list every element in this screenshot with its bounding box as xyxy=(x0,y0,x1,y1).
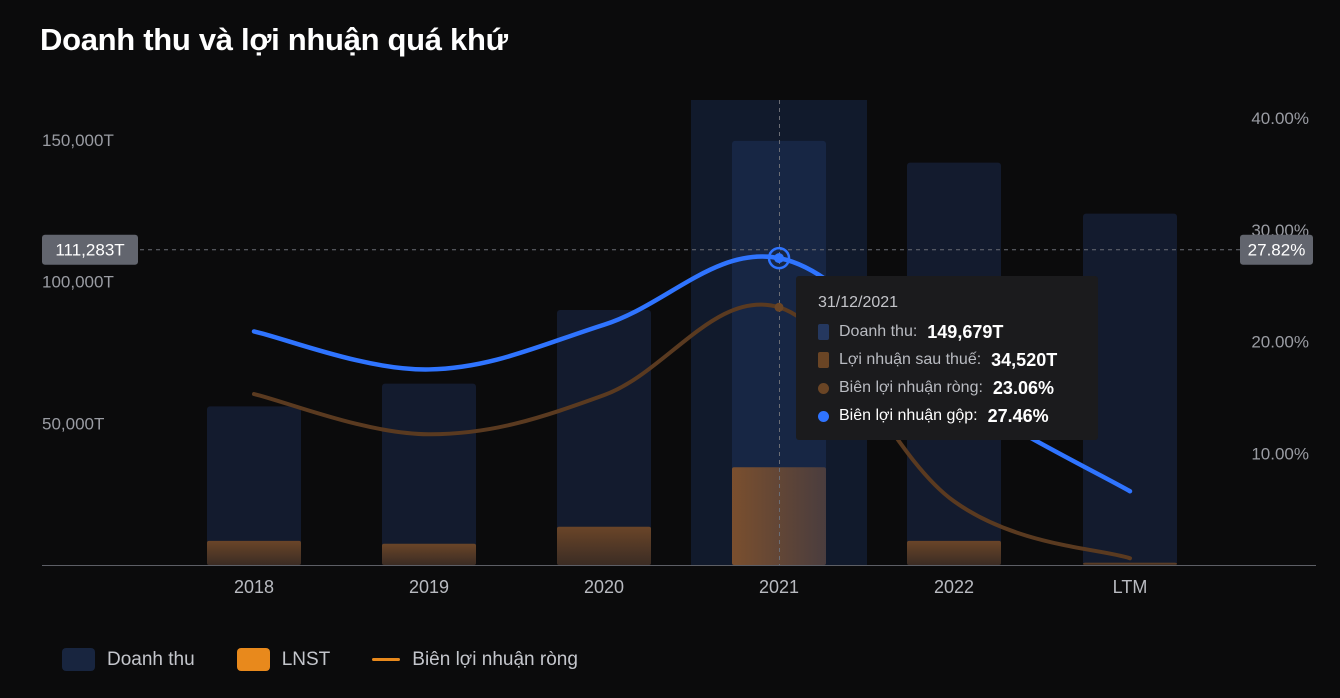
x-tick-label: 2021 xyxy=(759,577,799,597)
gross-margin-point-ring xyxy=(767,246,791,270)
legend-label: Doanh thu xyxy=(107,648,195,670)
tooltip-value: 34,520T xyxy=(991,349,1058,370)
x-tick-label: 2019 xyxy=(409,577,449,597)
revenue-bar xyxy=(557,310,651,565)
legend-item-net-profit[interactable]: LNST xyxy=(236,648,331,671)
net-profit-bar xyxy=(557,526,651,565)
tooltip-value: 23.06% xyxy=(992,377,1054,398)
y-right-tick-label: 20.00% xyxy=(1251,333,1309,352)
net-profit-bar xyxy=(907,540,1001,565)
legend-net-profit-swatch-icon xyxy=(236,648,270,671)
tooltip-label: Lợi nhuận sau thuế: xyxy=(839,351,982,368)
tooltip-value: 149,679T xyxy=(927,321,1004,342)
y-left-tick-label: 150,000T xyxy=(42,131,114,150)
revenue-bar xyxy=(207,406,301,565)
crosshair-right-label: 27.82% xyxy=(1248,241,1306,260)
revenue-bar xyxy=(382,383,476,565)
legend-item-net-margin[interactable]: Biên lợi nhuận ròng xyxy=(372,649,578,671)
tooltip-row-revenue: Doanh thu: 149,679T xyxy=(818,318,1076,346)
y-left-tick-label: 50,000T xyxy=(42,414,104,433)
tooltip-label: Biên lợi nhuận ròng: xyxy=(839,379,983,396)
net-margin-point xyxy=(774,302,784,312)
y-right-tick-label: 10.00% xyxy=(1251,444,1309,463)
crosshair-left-label: 111,283T xyxy=(55,241,124,260)
tooltip-label: Doanh thu: xyxy=(839,323,918,340)
legend-revenue-swatch-icon xyxy=(62,648,95,671)
crosshair-right-badge xyxy=(1240,234,1313,265)
net-profit-bar xyxy=(207,540,301,565)
x-tick-label: 2018 xyxy=(234,577,274,597)
gross-margin-dot-icon xyxy=(818,410,829,422)
tooltip-value: 27.46% xyxy=(987,405,1049,426)
net-profit-swatch-icon xyxy=(818,352,829,368)
legend-item-revenue[interactable]: Doanh thu xyxy=(62,648,195,671)
bar-layer xyxy=(207,140,1177,566)
x-tick-label: 2020 xyxy=(584,577,624,597)
net-margin-dot-icon xyxy=(818,382,829,394)
tooltip-row-gross-margin: Biên lợi nhuận gộp: 27.46% xyxy=(818,402,1076,430)
x-tick-label: 2022 xyxy=(934,577,974,597)
net-profit-bar xyxy=(1083,562,1177,565)
chart-tooltip: 31/12/2021 Doanh thu: 149,679T Lợi nhuận… xyxy=(796,276,1098,440)
net-margin-line xyxy=(252,302,1132,561)
revenue-bar xyxy=(732,140,826,566)
x-tick-label: LTM xyxy=(1113,577,1148,597)
y-right-tick-label: 40.00% xyxy=(1251,109,1309,128)
net-profit-bar xyxy=(382,543,476,565)
crosshair-left-badge xyxy=(42,234,138,265)
chart-title: Doanh thu và lợi nhuận quá khứ xyxy=(40,22,508,57)
crosshair-layer: 111,283T 27.82% xyxy=(42,100,1313,565)
tooltip-row-net-margin: Biên lợi nhuận ròng: 23.06% xyxy=(818,374,1076,402)
legend-label: LNST xyxy=(281,648,331,670)
chart-legend: Doanh thu LNST Biên lợi nhuận ròng xyxy=(62,648,620,671)
gross-margin-point xyxy=(774,253,784,264)
tooltip-label: Biên lợi nhuận gộp: xyxy=(839,407,978,424)
tooltip-date: 31/12/2021 xyxy=(818,294,899,311)
legend-label: Biên lợi nhuận ròng xyxy=(412,648,578,670)
tooltip-row-net-profit: Lợi nhuận sau thuế: 34,520T xyxy=(818,346,1076,374)
revenue-swatch-icon xyxy=(818,324,829,340)
y-left-tick-label: 100,000T xyxy=(42,273,114,292)
legend-net-margin-line-icon xyxy=(372,658,401,661)
